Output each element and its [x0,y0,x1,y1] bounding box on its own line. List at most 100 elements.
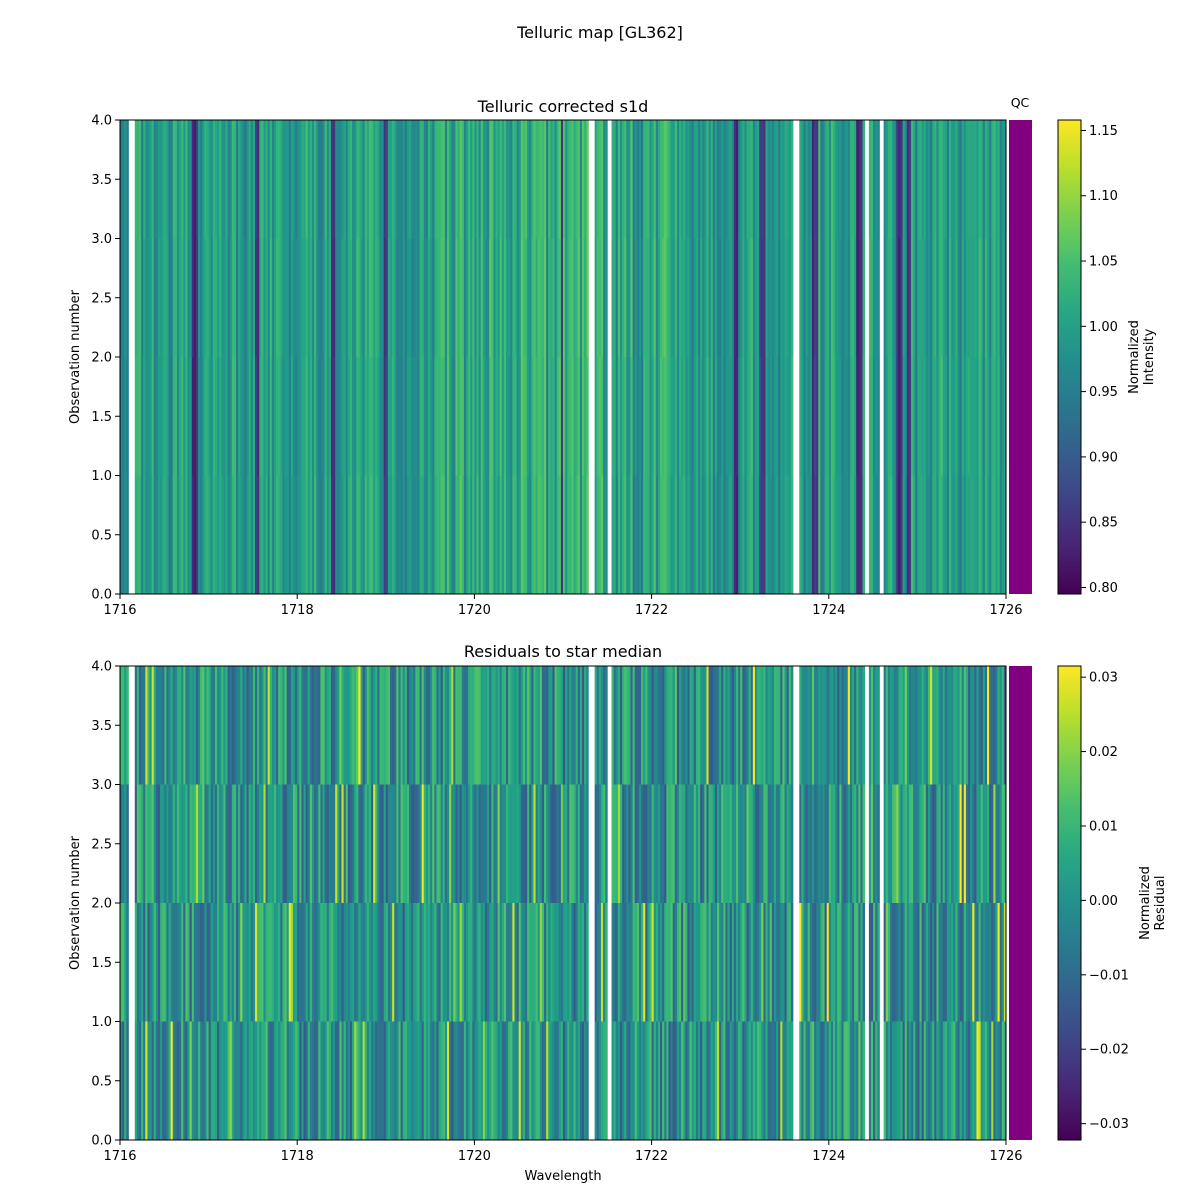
heatmap-cell [898,238,901,357]
heatmap-cell [889,784,893,903]
heatmap-cell [786,357,790,476]
heatmap-cell [193,1021,197,1140]
heatmap-cell [974,784,977,903]
heatmap-cell [482,666,486,785]
heatmap-cell [309,903,313,1022]
heatmap-cell [932,903,935,1022]
heatmap-cell [721,238,724,357]
heatmap-cell [442,903,446,1022]
heatmap-cell [693,784,697,903]
heatmap-cell [259,784,262,903]
heatmap-cell [780,475,783,594]
heatmap-cell [674,1021,678,1140]
heatmap-cell [936,475,939,594]
heatmap-cell [968,475,971,594]
heatmap-cell [514,357,517,476]
heatmap-cell [503,784,507,903]
heatmap-cell [451,475,454,594]
heatmap-cell [356,666,359,785]
heatmap-cell [769,475,773,594]
heatmap-cell [803,357,806,476]
heatmap-cell [573,784,577,903]
heatmap-cell [934,784,937,903]
heatmap-cell [915,903,918,1022]
heatmap-cell [657,903,661,1022]
heatmap-cell [970,903,973,1022]
heatmap-cell [231,475,235,594]
heatmap-cell [664,238,667,357]
heatmap-cell [472,475,475,594]
heatmap-cell [615,666,619,785]
heatmap-cell [189,238,193,357]
heatmap-cell [668,784,671,903]
heatmap-cell [499,120,503,239]
heatmap-cell [155,357,159,476]
x-tick-label: 1724 [812,603,845,618]
heatmap-cell [784,784,788,903]
heatmap-cell [122,666,125,785]
heatmap-cell [295,784,298,903]
heatmap-cell [594,238,598,357]
heatmap-cell [982,666,986,785]
heatmap-cell [976,784,979,903]
heatmap-cell [860,238,863,357]
heatmap-cell [257,903,260,1022]
heatmap-cell [362,475,366,594]
heatmap-cell [238,784,241,903]
heatmap-cell [714,784,718,903]
heatmap-cell [461,120,465,239]
heatmap-cell [166,666,169,785]
heatmap-cell [337,238,340,357]
heatmap-cell [451,1021,454,1140]
heatmap-cell [444,1021,448,1140]
heatmap-cell [303,903,307,1022]
heatmap-cell [233,1021,237,1140]
heatmap-cell [375,903,378,1022]
heatmap-cell [780,784,783,903]
heatmap-cell [754,666,758,785]
heatmap-cell [476,120,480,239]
heatmap-cell [284,238,288,357]
heatmap-cell [786,1021,790,1140]
heatmap-cell [944,120,948,239]
heatmap-cell [286,120,290,239]
heatmap-cell [622,238,625,357]
heatmap-cell [400,1021,404,1140]
heatmap-cell [573,1021,577,1140]
heatmap-cell [628,1021,631,1140]
heatmap-cell [339,475,342,594]
heatmap-cell [548,666,551,785]
heatmap-cell [550,903,553,1022]
heatmap-cell [921,903,925,1022]
heatmap-cell [478,120,482,239]
heatmap-cell [991,666,994,785]
heatmap-cell [708,903,712,1022]
heatmap-cell [868,784,872,903]
heatmap-cell [390,357,393,476]
heatmap-cell [341,475,345,594]
heatmap-cell [352,238,355,357]
x-tick-label: 1718 [281,1149,314,1164]
heatmap-cell [472,666,475,785]
heatmap-cell [946,357,950,476]
heatmap-cell [923,903,927,1022]
heatmap-cell [512,238,515,357]
heatmap-cell [413,1021,416,1140]
heatmap-cell [581,357,585,476]
heatmap-cell [442,357,446,476]
heatmap-cell [533,238,536,357]
heatmap-cell [989,903,992,1022]
heatmap-cell [455,784,458,903]
heatmap-cell [459,903,463,1022]
heatmap-cell [333,784,336,903]
heatmap-cell [847,238,851,357]
heatmap-cell [544,666,547,785]
heatmap-cell [560,238,564,357]
colorbar-tick-label: 1.15 [1089,124,1118,139]
heatmap-cell [381,238,385,357]
heatmap-cell [341,357,345,476]
heatmap-cell [788,903,792,1022]
heatmap-cell [902,784,906,903]
heatmap-cell [643,475,646,594]
heatmap-cell [411,475,414,594]
